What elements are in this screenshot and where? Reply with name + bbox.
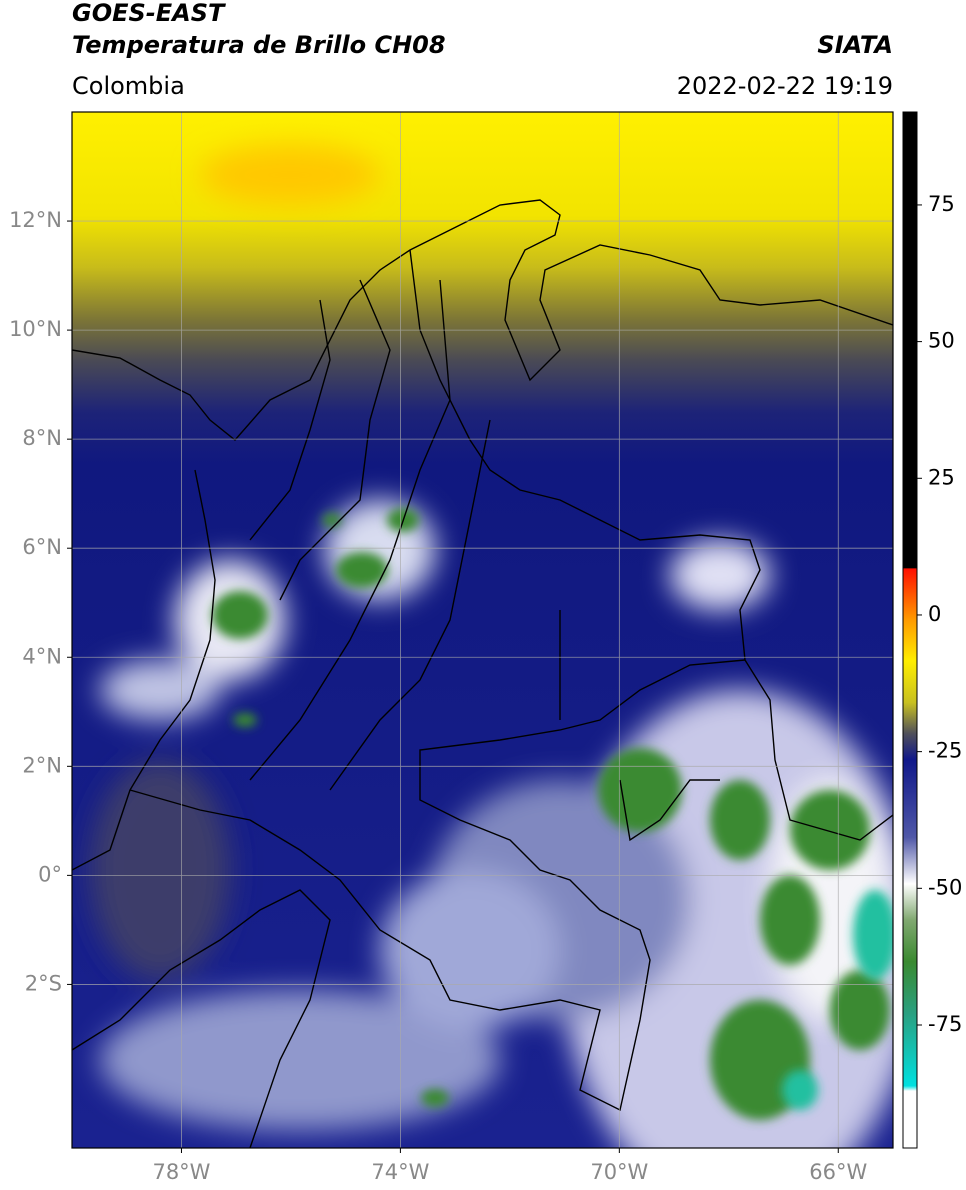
map-frame xyxy=(71,111,894,1149)
colorbar-tick-label: 50 xyxy=(928,329,955,353)
lat-tick-label: 2°N xyxy=(22,753,62,777)
map-imagery xyxy=(72,112,893,1148)
lat-tick-label: 8°N xyxy=(22,426,62,450)
colorbar-tick-label: -50 xyxy=(928,875,962,899)
source: SIATA xyxy=(817,31,893,59)
lon-tick-label: 74°W xyxy=(371,1160,429,1184)
title-line2: Temperatura de Brillo CH08 xyxy=(72,31,446,59)
lat-tick-label: 4°N xyxy=(22,644,62,668)
lat-tick-label: 0° xyxy=(38,862,62,886)
colorbar-tick-label: 75 xyxy=(928,192,955,216)
region: Colombia xyxy=(72,72,185,100)
lon-tick-label: 78°W xyxy=(152,1160,210,1184)
lat-tick-label: 2°S xyxy=(25,971,62,995)
lon-tick-label: 70°W xyxy=(590,1160,648,1184)
colorbar-tick-label: -75 xyxy=(928,1012,962,1036)
colorbar-tick-label: 25 xyxy=(928,465,955,489)
lat-tick-label: 12°N xyxy=(9,208,62,232)
title-line1: GOES-EAST xyxy=(72,0,226,27)
datetime: 2022-02-22 19:19 xyxy=(677,72,893,100)
colorbar-tick-label: 0 xyxy=(928,602,941,626)
colorbar xyxy=(902,111,918,1149)
lat-tick-label: 10°N xyxy=(9,317,62,341)
colorbar-tick-label: -25 xyxy=(928,739,962,763)
graticule xyxy=(72,112,893,1148)
lon-tick-label: 66°W xyxy=(809,1160,867,1184)
lat-tick-label: 6°N xyxy=(22,535,62,559)
